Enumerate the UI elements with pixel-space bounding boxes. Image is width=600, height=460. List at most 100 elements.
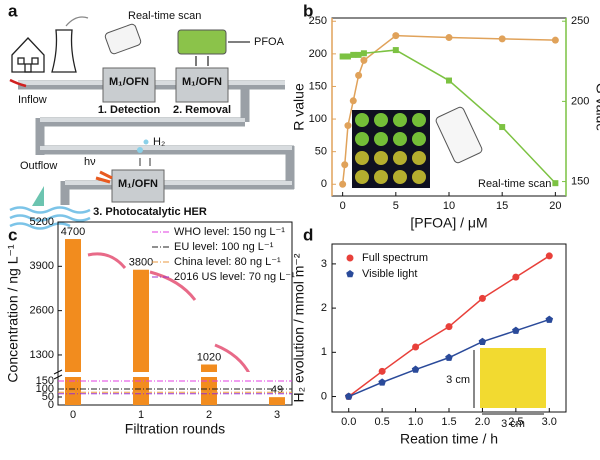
break-mark xyxy=(53,369,63,380)
boat xyxy=(32,186,44,206)
gas-label: H₂ xyxy=(153,136,165,148)
sample xyxy=(480,348,546,408)
x-tick-label: 1.5 xyxy=(441,416,456,428)
inset-photo xyxy=(352,106,483,188)
point xyxy=(344,392,353,400)
panel-label: c xyxy=(8,225,17,244)
inset-sample xyxy=(473,348,546,415)
y-axis-label: Concentration / ng L⁻¹ xyxy=(5,244,21,382)
point xyxy=(512,273,520,281)
well xyxy=(393,151,407,165)
well xyxy=(355,170,369,184)
well xyxy=(374,170,388,184)
flow-arrows xyxy=(195,56,209,66)
unit-box xyxy=(102,67,156,103)
y-tick-label: 200 xyxy=(309,48,327,60)
unit-material: M₁/OFN xyxy=(118,178,158,190)
point xyxy=(378,378,386,386)
legend-label: WHO level: 150 ng L⁻¹ xyxy=(174,226,285,238)
light-label: hν xyxy=(84,156,96,168)
data-label: 4700 xyxy=(61,226,85,238)
data-label: 3800 xyxy=(129,257,153,269)
point xyxy=(551,36,559,44)
point xyxy=(499,124,506,131)
point xyxy=(341,53,348,60)
point xyxy=(478,294,486,302)
x-tick-label: 1 xyxy=(138,409,144,421)
legend-label: Full spectrum xyxy=(362,252,428,264)
x-tick-label: 2.0 xyxy=(475,416,490,428)
y-tick-label: 3 xyxy=(321,258,327,270)
factory xyxy=(51,16,89,73)
y-tick-label: 0 xyxy=(48,399,54,411)
house xyxy=(11,37,45,73)
panel-label: b xyxy=(303,1,313,20)
y-tick-label: 100 xyxy=(309,113,327,125)
well xyxy=(393,113,407,127)
y-tick-label: 50 xyxy=(42,391,54,403)
point xyxy=(355,51,362,58)
y2-axis-label: G value xyxy=(593,83,600,131)
legend-label: Visible light xyxy=(362,268,417,280)
point xyxy=(341,161,349,169)
y-tick-label: 150 xyxy=(309,80,327,92)
y-tick-label: 5200 xyxy=(30,216,54,228)
water xyxy=(9,206,91,230)
y-tick-label: 0 xyxy=(321,178,327,190)
well xyxy=(412,151,426,165)
y-tick-label: 150 xyxy=(36,375,54,387)
x-tick-label: 0.0 xyxy=(341,416,356,428)
x-tick-label: 5 xyxy=(393,200,399,212)
unit-step: 1. Detection xyxy=(98,104,161,116)
bar xyxy=(133,269,149,405)
point xyxy=(392,47,399,54)
point xyxy=(360,56,368,64)
point xyxy=(446,77,452,84)
bar xyxy=(269,397,285,405)
phone-icon xyxy=(104,23,142,55)
y-tick-label: 100 xyxy=(36,383,54,395)
x-tick-label: 15 xyxy=(496,200,508,212)
point xyxy=(344,122,352,130)
product-label: PFOA xyxy=(254,36,285,48)
point xyxy=(445,323,453,331)
point xyxy=(360,50,367,57)
axis-break xyxy=(59,372,291,377)
annotation: 3 cm xyxy=(446,374,470,386)
well xyxy=(374,151,388,165)
y2-tick-label: 250 xyxy=(571,15,589,27)
point xyxy=(411,365,420,373)
point xyxy=(552,180,559,187)
well xyxy=(412,170,426,184)
point xyxy=(339,180,347,188)
inflow-arrow xyxy=(9,78,27,88)
well xyxy=(355,132,369,146)
y-tick-label: 2 xyxy=(321,302,327,314)
unit-box xyxy=(175,67,229,103)
point xyxy=(412,343,420,351)
point xyxy=(545,315,554,323)
data-label: 1020 xyxy=(197,351,221,363)
x-tick-label: 3 xyxy=(274,409,280,421)
x-tick-label: 2.5 xyxy=(508,416,523,428)
panel-label: d xyxy=(303,225,313,244)
point xyxy=(445,353,453,361)
y-axis-label: R value xyxy=(291,83,307,131)
annotation: 3 cm xyxy=(501,418,525,430)
bubble xyxy=(143,139,149,145)
well xyxy=(374,132,388,146)
y-tick-label: 0 xyxy=(321,390,327,402)
legend-marker xyxy=(346,254,354,262)
scan-label: Real-time scan xyxy=(128,10,201,22)
point xyxy=(350,51,357,58)
point xyxy=(498,35,506,43)
y-tick-label: 3900 xyxy=(30,260,54,272)
panel-label: a xyxy=(8,1,18,20)
y-tick-label: 1300 xyxy=(30,349,54,361)
tank xyxy=(177,29,227,55)
scale-arrows xyxy=(473,350,544,415)
point xyxy=(344,53,351,60)
y2-tick-label: 200 xyxy=(571,95,589,107)
point xyxy=(478,337,487,345)
